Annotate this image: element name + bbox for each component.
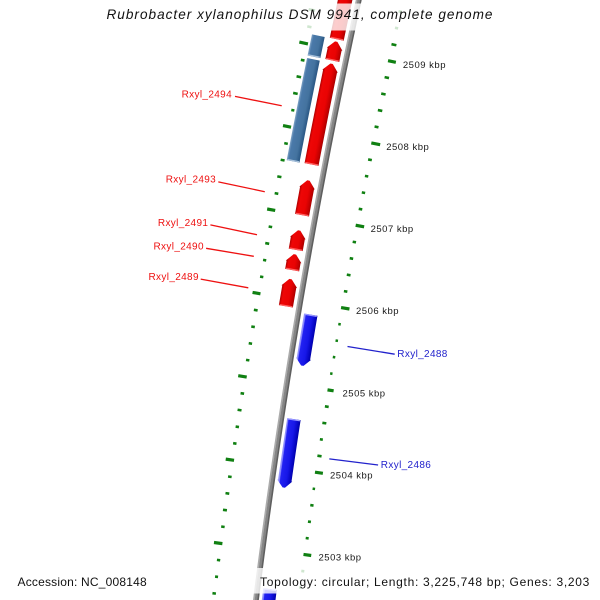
- svg-text:2508 kbp: 2508 kbp: [386, 142, 429, 153]
- svg-text:Accession: NC_008148: Accession: NC_008148: [18, 575, 148, 589]
- svg-text:2509 kbp: 2509 kbp: [403, 60, 446, 71]
- svg-text:2507 kbp: 2507 kbp: [371, 224, 414, 235]
- svg-text:Rxyl_2493: Rxyl_2493: [166, 174, 216, 185]
- svg-text:Rxyl_2488: Rxyl_2488: [397, 349, 447, 360]
- svg-text:Topology: circular; Length: 3,: Topology: circular; Length: 3,225,748 bp…: [260, 575, 590, 589]
- svg-text:Rxyl_2490: Rxyl_2490: [153, 241, 203, 252]
- svg-text:Rxyl_2486: Rxyl_2486: [381, 460, 431, 471]
- svg-text:Rxyl_2489: Rxyl_2489: [148, 272, 198, 283]
- svg-text:2503 kbp: 2503 kbp: [319, 553, 362, 564]
- svg-text:Rxyl_2494: Rxyl_2494: [182, 89, 232, 100]
- svg-text:2504 kbp: 2504 kbp: [330, 470, 373, 481]
- svg-text:2505 kbp: 2505 kbp: [343, 388, 386, 399]
- svg-text:2506 kbp: 2506 kbp: [356, 306, 399, 317]
- svg-text:Rxyl_2491: Rxyl_2491: [158, 218, 208, 229]
- svg-text:Rubrobacter xylanophilus DSM 9: Rubrobacter xylanophilus DSM 9941, compl…: [106, 7, 493, 22]
